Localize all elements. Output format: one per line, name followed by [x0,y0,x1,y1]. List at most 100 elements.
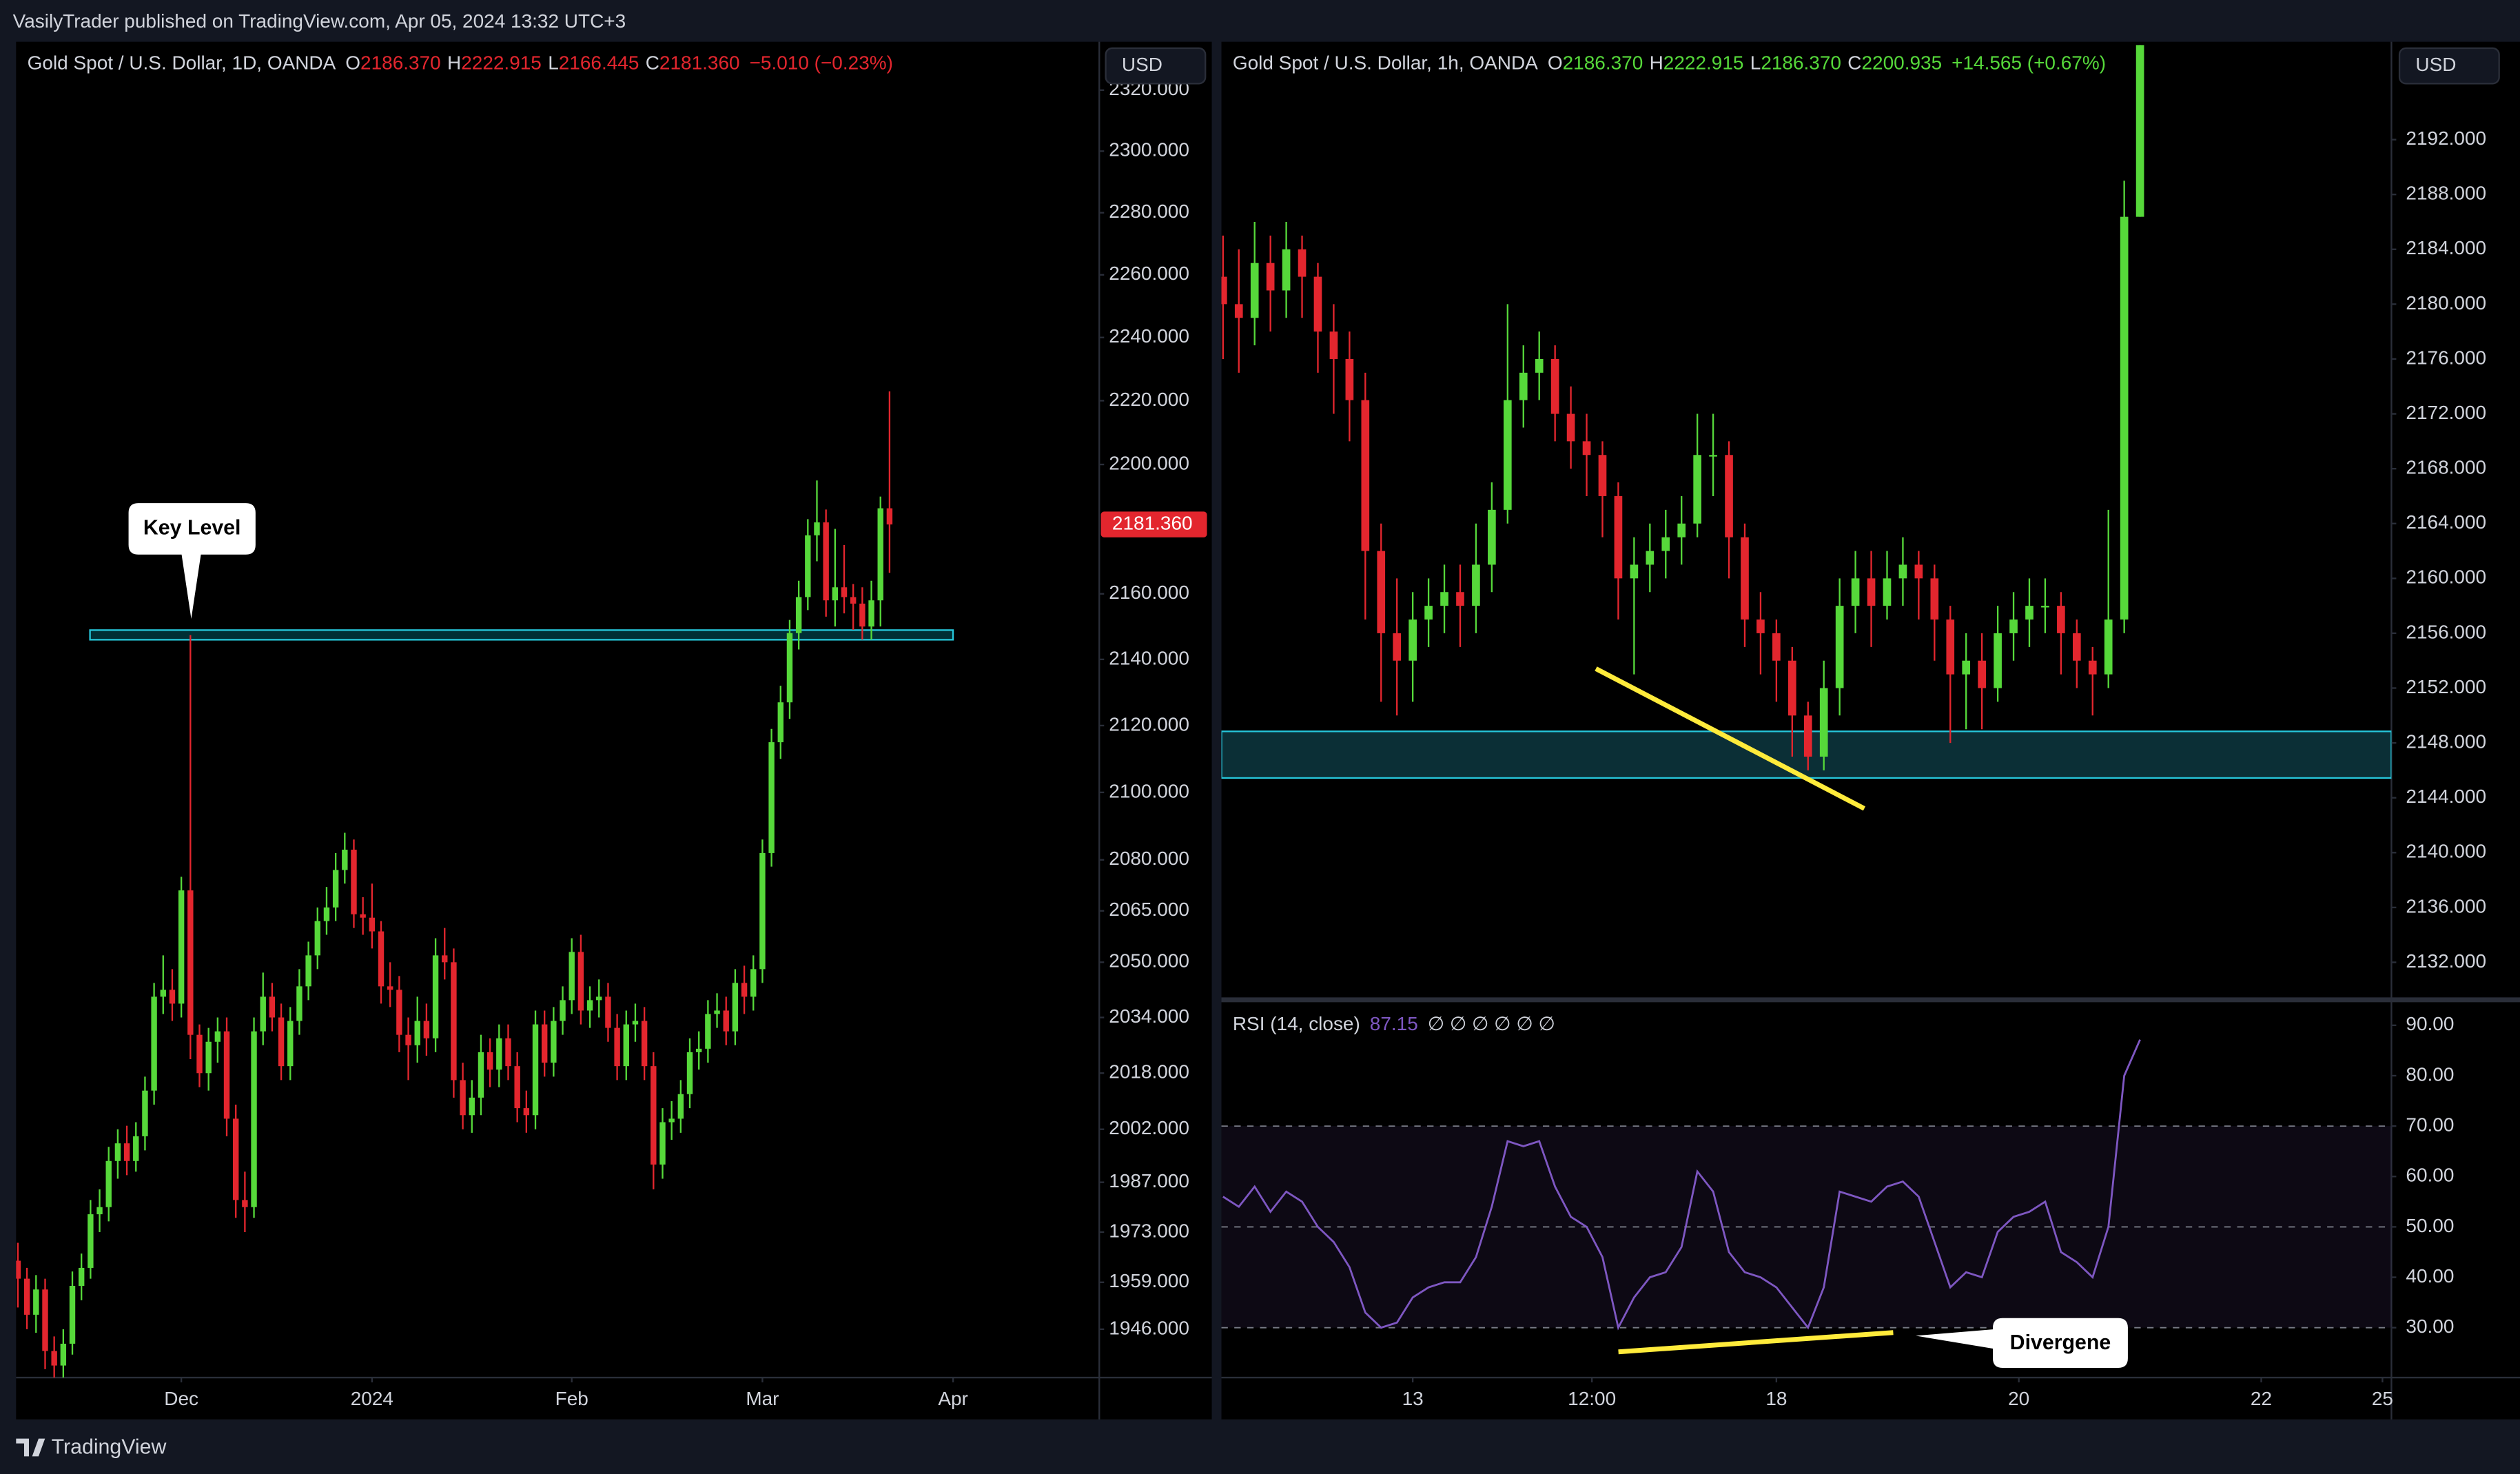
legend-letter: C [646,52,659,74]
candle-body [442,955,448,963]
y-tick-label: 70.00 [2406,1114,2454,1136]
candle-body [1361,400,1370,551]
y-tick-label: 1959.000 [1109,1270,1189,1291]
currency-label[interactable]: USD [1122,54,1162,75]
callout-shape [128,503,256,620]
x-tick-label: 2024 [351,1388,393,1409]
candle-body [805,535,811,597]
candle-body [514,1066,520,1109]
candle-body [1614,495,1623,579]
currency-button[interactable] [2398,47,2500,85]
candle-body [1598,455,1607,496]
footer-text: TradingView [52,1436,167,1459]
candle-body [1772,633,1781,661]
legend-value: 2200.935 [1862,52,1943,74]
y-tick-label: 2260.000 [1109,263,1189,284]
candle-body [260,996,266,1032]
last-price-box [1100,511,1207,538]
candle-body [42,1289,48,1351]
rsi-title: RSI (14, close) [1233,1014,1360,1035]
y-tick-label: 2065.000 [1109,899,1189,920]
candle-body [723,1010,729,1032]
legend-letter: H [447,52,461,74]
currency-label[interactable]: USD [2415,54,2456,75]
x-tick-label: Apr [938,1388,968,1409]
candle-body [1803,715,1812,757]
candle-body [2088,660,2097,675]
candle-body [1898,564,1907,579]
legend-change: −5.010 (−0.23%) [750,52,893,74]
candle-body [2009,620,2018,633]
candle-body [505,1038,511,1067]
x-tick-label: 12:00 [1568,1388,1616,1409]
candle-body [632,1021,639,1025]
candle-body [623,1024,629,1067]
candle-body [1756,620,1765,633]
y-tick-label: 2280.000 [1109,201,1189,222]
legend-value: 2186.370 [1761,52,1841,74]
candle-body [1630,564,1639,579]
y-tick-label: 2100.000 [1109,780,1189,801]
candle-body [532,1024,539,1116]
rsi-legend: RSI (14, close) 87.15 ∅ ∅ ∅ ∅ ∅ ∅ [1233,1014,1555,1035]
legend-letter: H [1650,52,1663,74]
candle-body [1377,551,1386,633]
candle-body [23,1278,30,1315]
footer-logo: TradingView [16,1436,167,1459]
candle-body [142,1090,148,1136]
legend-value: 2222.915 [461,52,542,74]
y-tick-label: 90.00 [2406,1013,2454,1034]
y-tick-label: 2080.000 [1109,848,1189,869]
candle-body [2135,45,2144,217]
candle-body [342,850,348,870]
y-tick-label: 2018.000 [1109,1061,1189,1083]
y-tick-label: 2176.000 [2406,347,2486,368]
y-tick-label: 40.00 [2406,1265,2454,1287]
candle-body [841,587,848,597]
candle-body [1867,578,1876,606]
candle-body [1646,551,1655,565]
candle-body [305,955,311,987]
candle-body [2025,606,2034,620]
legend-letter: L [1750,52,1761,74]
candle-body [323,907,330,921]
y-tick-label: 2152.000 [2406,676,2486,697]
y-tick-label: 2172.000 [2406,402,2486,423]
candle-body [1851,578,1860,606]
candle-body [1566,413,1575,442]
candle-body [695,1048,702,1052]
y-tick-label: 80.00 [2406,1063,2454,1085]
candle-body [478,1052,484,1098]
currency-button[interactable] [1105,47,1207,85]
candle-body [133,1136,139,1161]
candle-body [1994,633,2002,688]
candle-body [187,890,194,1035]
candle-body [232,1118,239,1200]
right-plot [1221,45,2392,779]
candle-body [877,508,883,601]
candle-body [523,1108,530,1116]
candle-body [850,597,857,604]
candle-body [759,852,766,970]
rsi-last-value: 87.15 [1370,1014,1418,1035]
y-tick-label: 2050.000 [1109,950,1189,972]
candle-body [1345,358,1354,400]
candle-body [396,990,402,1035]
candle-body [451,962,457,1081]
y-tick-label: 2300.000 [1109,139,1189,161]
left-plot [16,391,954,1378]
candle-body [423,1021,430,1038]
candle-body [369,917,376,932]
y-tick-label: 1973.000 [1109,1220,1189,1241]
candle-body [886,508,893,525]
candle-body [2120,216,2129,620]
candle-body [1709,455,1717,457]
candle-body [1978,660,1986,688]
candle-body [33,1289,39,1315]
candle-body [114,1143,121,1161]
x-tick-label: Dec [164,1388,198,1409]
y-tick-label: 30.00 [2406,1316,2454,1337]
candle-body [750,969,757,997]
candle-body [205,1041,212,1074]
candle-body [88,1214,94,1268]
